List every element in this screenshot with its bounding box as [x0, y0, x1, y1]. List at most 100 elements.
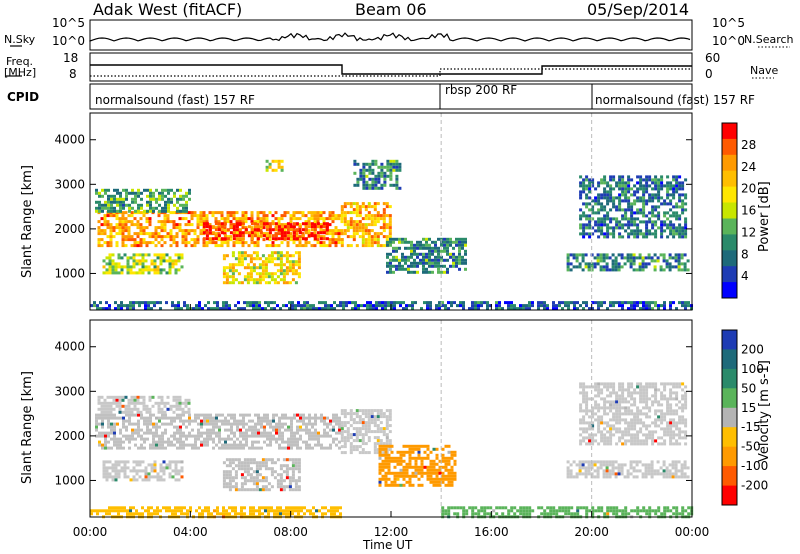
power-cell	[591, 232, 595, 236]
power-cell	[289, 223, 293, 227]
velocity-cell	[612, 418, 616, 422]
power-cell	[471, 304, 474, 308]
power-cell	[148, 232, 152, 236]
velocity-cell	[102, 475, 106, 479]
velocity-cell	[267, 482, 271, 486]
power-cell	[313, 223, 317, 227]
power-region-1	[202, 222, 329, 241]
power-cell	[149, 197, 152, 201]
power-cell	[283, 237, 287, 241]
power-cell	[638, 265, 642, 269]
power-cell	[395, 249, 398, 253]
power-cell	[385, 205, 389, 209]
velocity-cell	[185, 437, 188, 441]
power-cell	[216, 301, 219, 305]
power-cell	[282, 304, 285, 308]
velocity-cell	[179, 434, 182, 438]
velocity-cell	[408, 462, 412, 466]
velocity-cell	[103, 407, 107, 411]
power-cell	[241, 222, 245, 226]
power-cell	[291, 272, 295, 276]
power-cell	[621, 187, 625, 191]
power-cell	[387, 304, 390, 308]
velocity-cell	[453, 453, 457, 457]
power-cell	[292, 211, 296, 215]
power-cell	[431, 252, 434, 256]
power-cell	[345, 304, 348, 308]
power-cell	[182, 197, 185, 201]
power-cell	[642, 235, 646, 239]
power-cell	[223, 237, 227, 241]
power-cell	[349, 223, 353, 227]
velocity-cell	[260, 425, 263, 429]
velocity-cell	[117, 463, 121, 467]
velocity-cell	[606, 385, 610, 389]
velocity-cell	[176, 428, 179, 432]
power-cell	[624, 187, 628, 191]
power-cell	[612, 175, 616, 179]
power-cell	[343, 217, 347, 221]
velocity-cell	[246, 458, 250, 462]
power-cell	[588, 223, 592, 227]
power-cell	[282, 254, 286, 258]
velocity-cell	[122, 425, 125, 429]
power-cell	[404, 237, 407, 241]
power-cell	[683, 262, 687, 266]
velocity-cell	[420, 444, 424, 448]
power-cell	[633, 211, 637, 215]
power-cell	[193, 244, 197, 248]
velocity-cell	[648, 436, 652, 440]
nsky-label: N.Sky	[4, 33, 36, 46]
velocity-cell	[178, 395, 182, 399]
power-cell	[422, 255, 425, 259]
power-cell	[588, 307, 591, 311]
power-cell	[222, 272, 226, 276]
velocity-cell	[352, 418, 356, 422]
power-cell	[605, 256, 609, 260]
velocity-cell	[299, 434, 302, 438]
power-cell	[384, 304, 387, 308]
velocity-cell	[332, 413, 335, 417]
power-cell	[373, 241, 377, 245]
velocity-cell	[221, 443, 224, 447]
power-cell	[645, 184, 649, 188]
power-cell	[169, 232, 173, 236]
power-cell	[226, 220, 230, 224]
velocity-cell	[627, 394, 631, 398]
velocity-cell	[191, 428, 194, 432]
power-cell	[132, 262, 136, 266]
power-cell	[681, 193, 685, 197]
power-cell	[132, 301, 135, 305]
velocity-cell	[660, 391, 664, 395]
power-cell	[174, 304, 177, 308]
velocity-cell	[276, 479, 280, 483]
power-cell	[594, 196, 598, 200]
power-cell	[303, 304, 306, 308]
power-cell	[120, 301, 123, 305]
power-cell	[274, 234, 278, 238]
velocity-cell	[234, 470, 238, 474]
power-cell	[621, 193, 625, 197]
velocity-cell	[435, 477, 439, 481]
velocity-cell	[264, 464, 268, 468]
power-cell	[214, 234, 218, 238]
power-cell	[389, 264, 392, 268]
velocity-cell	[668, 475, 672, 479]
velocity-cell	[663, 433, 667, 437]
power-cell	[627, 223, 631, 227]
velocity-cell	[110, 425, 113, 429]
power-cell	[636, 175, 640, 179]
power-cell	[145, 226, 149, 230]
velocity-cell	[305, 440, 308, 444]
power-cell	[669, 304, 672, 308]
power-cell	[593, 265, 597, 269]
power-cell	[148, 241, 152, 245]
power-cell	[353, 171, 357, 175]
velocity-cell	[608, 475, 612, 479]
velocity-cell	[678, 436, 682, 440]
power-cell	[99, 301, 102, 305]
velocity-cell	[349, 424, 353, 428]
velocity-cell	[629, 463, 633, 467]
velocity-cell	[367, 430, 371, 434]
velocity-cell	[654, 394, 658, 398]
